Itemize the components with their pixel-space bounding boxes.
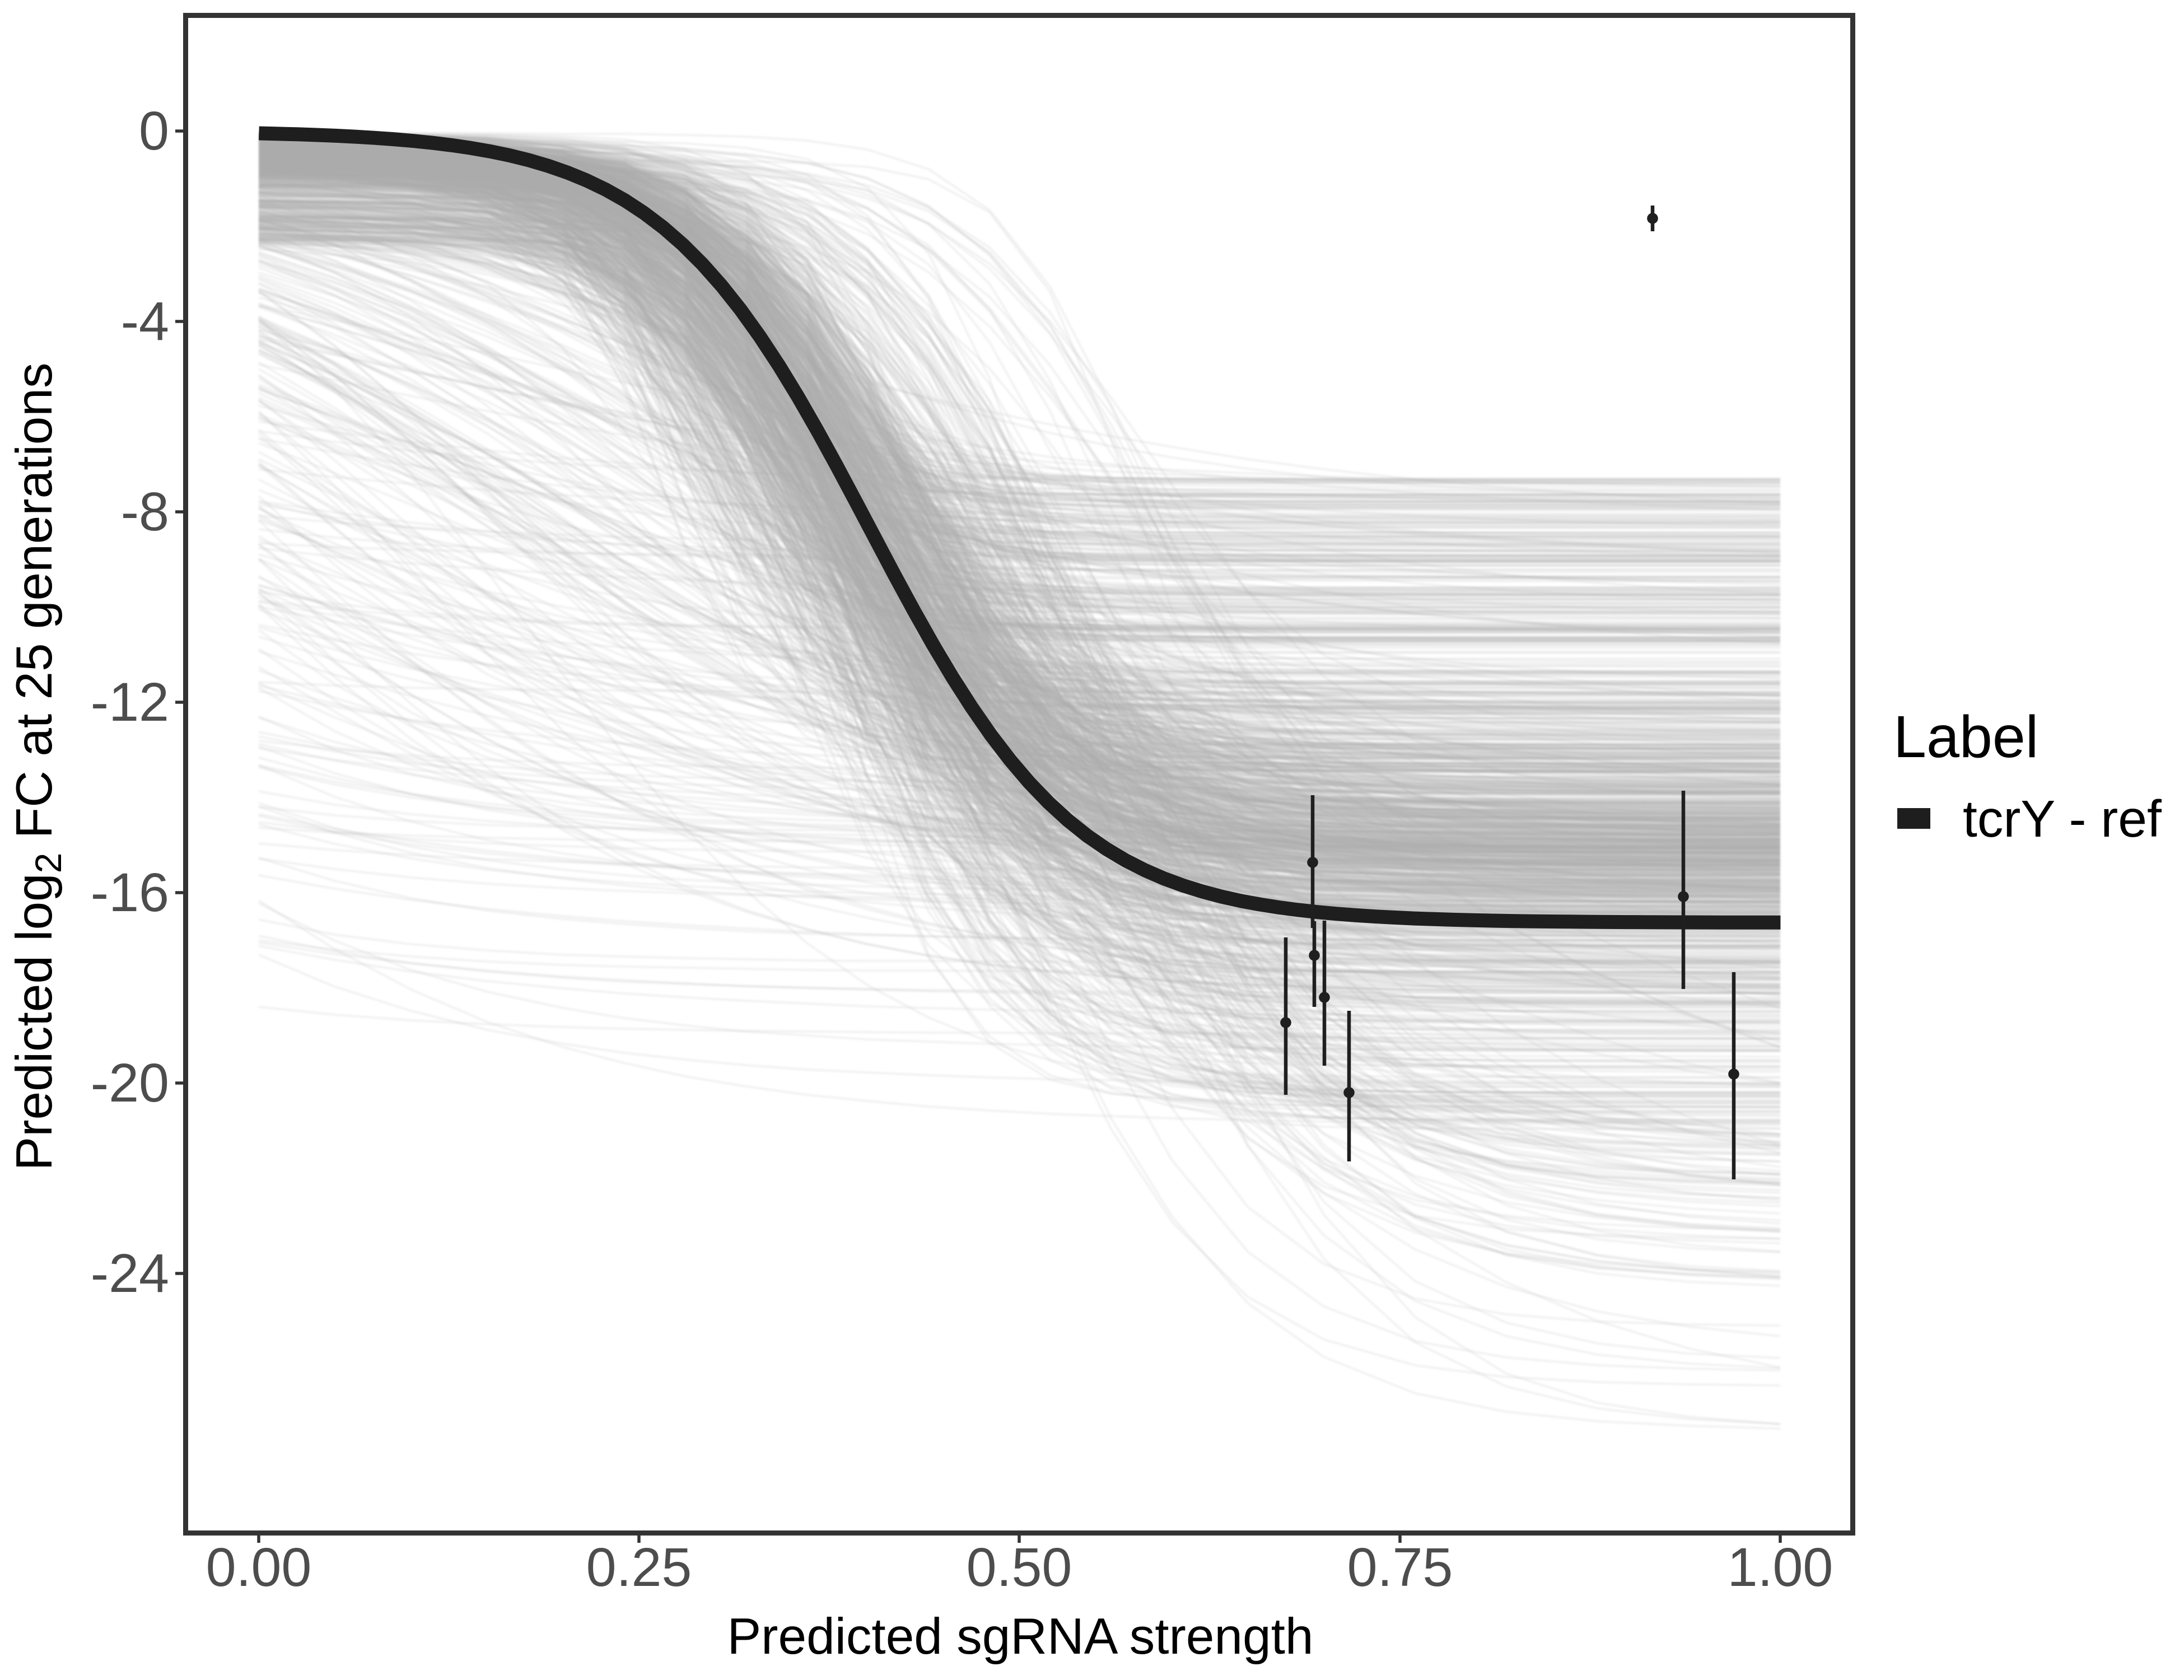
svg-text:-8: -8 [121, 481, 169, 542]
svg-text:-16: -16 [91, 862, 169, 923]
svg-text:Predicted log2 FC at 25 gener: Predicted log2 FC at 25 generations [6, 362, 69, 1170]
svg-text:Predicted sgRNA strength: Predicted sgRNA strength [727, 1608, 1313, 1665]
svg-text:tcrY - ref: tcrY - ref [1963, 790, 2162, 848]
svg-text:-24: -24 [91, 1243, 169, 1304]
svg-text:-12: -12 [91, 671, 169, 732]
svg-text:0: 0 [139, 100, 169, 161]
svg-text:Label: Label [1893, 704, 2038, 770]
svg-text:0.25: 0.25 [586, 1537, 692, 1598]
svg-text:0.50: 0.50 [967, 1537, 1072, 1598]
svg-text:0.00: 0.00 [206, 1537, 312, 1598]
svg-text:0.75: 0.75 [1347, 1537, 1453, 1598]
svg-text:-20: -20 [91, 1052, 169, 1113]
svg-text:-4: -4 [121, 291, 169, 352]
svg-text:1.00: 1.00 [1728, 1537, 1833, 1598]
